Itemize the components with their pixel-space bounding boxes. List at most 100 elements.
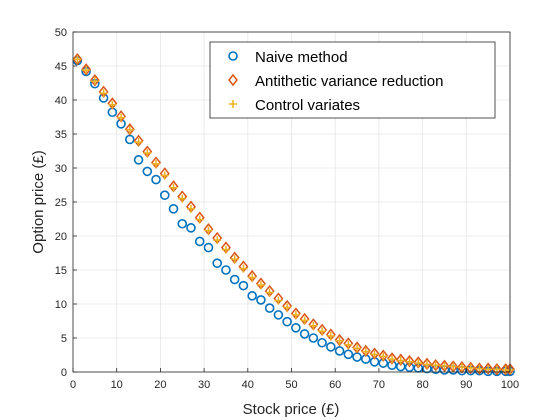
data-point-diamond xyxy=(387,352,397,365)
data-point-plus xyxy=(152,159,161,168)
x-tick-label: 70 xyxy=(373,379,385,391)
data-point-plus xyxy=(431,361,440,370)
data-point-circle xyxy=(177,218,188,229)
data-point-diamond xyxy=(413,356,424,369)
data-point-circle xyxy=(343,349,354,360)
data-point-circle xyxy=(308,333,319,343)
data-point-plus xyxy=(134,138,143,147)
data-point-plus xyxy=(414,359,423,368)
data-point-plus xyxy=(318,327,327,336)
data-point-plus xyxy=(99,89,108,98)
data-point-plus xyxy=(309,321,318,330)
data-point-plus xyxy=(160,171,169,180)
data-point-plus xyxy=(256,280,265,289)
data-point-plus xyxy=(457,363,466,372)
data-point-diamond xyxy=(352,341,363,354)
data-point-plus xyxy=(335,336,344,345)
data-point-diamond xyxy=(483,362,494,375)
data-point-diamond xyxy=(81,63,92,76)
legend-markers xyxy=(228,51,238,108)
data-point-diamond xyxy=(360,344,371,358)
data-point-diamond xyxy=(474,362,485,375)
data-point-plus xyxy=(440,361,449,370)
y-tick-label: 30 xyxy=(55,163,67,175)
x-tick-label: 50 xyxy=(285,379,297,391)
data-point-circle xyxy=(159,190,170,200)
data-point-plus xyxy=(125,125,134,134)
legend-label-antithetic: Antithetic variance reduction xyxy=(255,73,443,90)
data-point-circle xyxy=(142,166,153,177)
y-tick-label: 50 xyxy=(55,27,67,39)
data-point-circle xyxy=(264,303,275,313)
data-point-plus xyxy=(475,364,484,373)
data-point-circle xyxy=(317,337,327,348)
data-point-diamond xyxy=(124,123,135,136)
data-point-diamond xyxy=(404,354,415,368)
data-point-plus xyxy=(326,331,335,340)
axis-ticks: 0 10 20 30 40 50 60 70 80 90 100 0 5 10 15 20 25 30 35 40 45… xyxy=(55,27,519,391)
data-point-diamond xyxy=(465,361,476,375)
legend-label-naive: Naive method xyxy=(255,49,348,66)
x-tick-label: 0 xyxy=(70,379,76,391)
data-point-plus xyxy=(361,347,370,356)
data-point-plus xyxy=(143,149,152,158)
data-point-plus xyxy=(169,183,178,192)
data-point-plus xyxy=(405,357,414,366)
data-point-plus xyxy=(283,303,292,312)
x-tick-label: 10 xyxy=(111,379,123,391)
data-point-diamond xyxy=(334,333,345,347)
legend-marker-diamond xyxy=(228,73,238,87)
y-tick-label: 45 xyxy=(55,61,67,73)
data-point-diamond xyxy=(491,363,502,376)
data-point-circle xyxy=(291,322,301,333)
data-point-plus xyxy=(422,360,431,369)
data-point-plus xyxy=(248,273,257,282)
data-point-plus xyxy=(353,344,362,353)
series-plus xyxy=(73,55,514,374)
data-point-circle xyxy=(229,274,240,285)
y-tick-label: 35 xyxy=(55,129,67,141)
data-point-plus xyxy=(213,236,222,245)
x-tick-label: 40 xyxy=(242,379,254,391)
data-point-plus xyxy=(396,356,405,365)
data-point-plus xyxy=(186,204,195,213)
data-point-plus xyxy=(291,310,300,319)
data-point-circle xyxy=(247,291,257,301)
y-tick-label: 40 xyxy=(55,95,67,107)
data-point-circle xyxy=(203,242,214,253)
data-point-circle xyxy=(186,223,196,233)
data-point-diamond xyxy=(505,363,515,376)
y-axis-label: Option price (£) xyxy=(30,150,47,253)
data-point-circle xyxy=(282,316,292,327)
legend-marker-circle xyxy=(228,51,238,61)
data-point-diamond xyxy=(89,74,100,87)
data-point-plus xyxy=(73,55,82,64)
data-point-circle xyxy=(133,155,144,165)
data-point-plus xyxy=(204,226,213,235)
data-point-circle xyxy=(151,174,161,185)
x-tick-label: 60 xyxy=(329,379,341,391)
x-tick-label: 90 xyxy=(460,379,472,391)
data-point-plus xyxy=(300,316,309,325)
y-tick-label: 15 xyxy=(55,265,67,277)
legend-marker-plus xyxy=(229,100,237,108)
data-point-diamond xyxy=(430,358,441,372)
x-tick-label: 100 xyxy=(501,379,519,391)
data-point-circle xyxy=(256,295,266,305)
y-tick-label: 0 xyxy=(61,367,67,379)
data-point-diamond xyxy=(395,353,406,366)
data-point-plus xyxy=(274,296,283,305)
data-point-plus xyxy=(178,194,187,203)
data-point-plus xyxy=(239,264,248,273)
data-point-plus xyxy=(90,76,99,85)
data-point-circle xyxy=(334,346,345,356)
data-point-plus xyxy=(117,113,126,122)
data-point-plus xyxy=(230,255,239,264)
data-point-plus xyxy=(82,66,91,75)
legend-label-control: Control variates xyxy=(255,97,360,114)
data-point-plus xyxy=(449,362,458,371)
data-point-diamond xyxy=(369,347,380,360)
data-point-diamond xyxy=(72,52,83,66)
data-point-diamond xyxy=(448,360,459,373)
